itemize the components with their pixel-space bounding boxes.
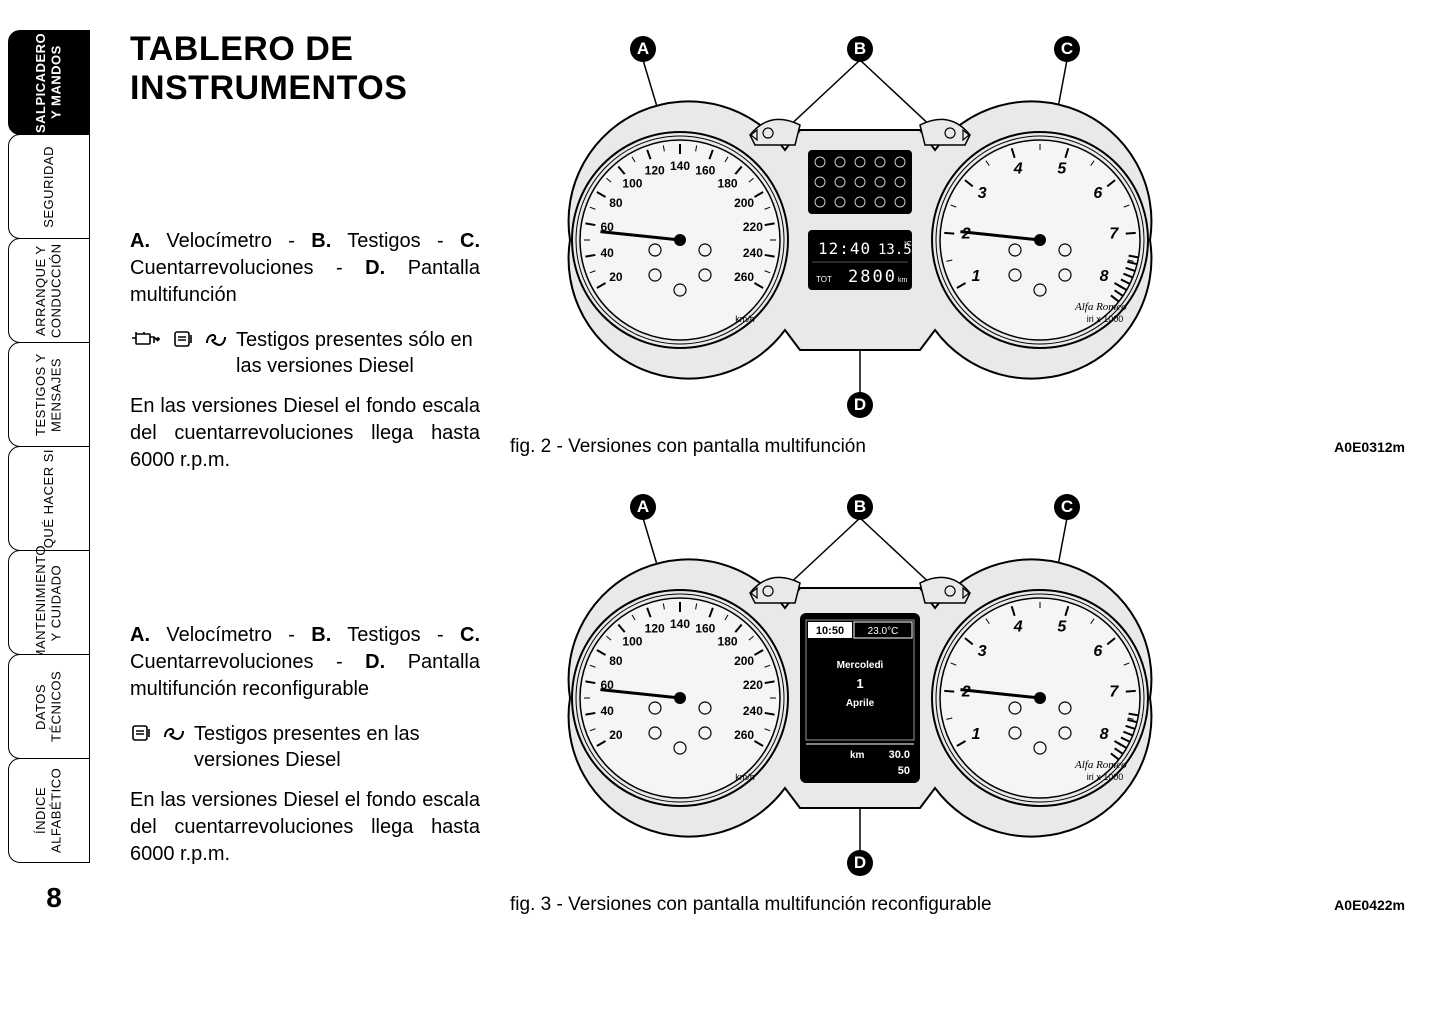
svg-text:160: 160 (695, 163, 715, 177)
svg-text:180: 180 (718, 176, 738, 190)
svg-text:7: 7 (1109, 683, 1119, 700)
svg-text:iri x 1000: iri x 1000 (1087, 772, 1124, 782)
svg-text:1: 1 (971, 726, 980, 743)
callout-c: C (1054, 36, 1080, 62)
svg-text:240: 240 (743, 704, 763, 718)
svg-text:Alfa Romeo: Alfa Romeo (1074, 759, 1127, 771)
svg-text:3: 3 (978, 185, 987, 202)
svg-text:6: 6 (1093, 185, 1102, 202)
svg-text:8: 8 (1100, 268, 1109, 285)
figure-3-code: A0E0422m (1334, 897, 1405, 913)
cluster-fig2: 20406080100120140160180200220240260km/h1… (500, 30, 1220, 430)
tab-mantenimiento[interactable]: MANTENIMIENTO Y CUIDADO (8, 550, 90, 655)
callout-c: C (1054, 494, 1080, 520)
svg-text:220: 220 (743, 220, 763, 234)
svg-text:30.0: 30.0 (889, 749, 910, 761)
svg-text:240: 240 (743, 246, 763, 260)
svg-text:260: 260 (734, 270, 754, 284)
svg-text:iri x 1000: iri x 1000 (1087, 314, 1124, 324)
text-column: TABLERO DE INSTRUMENTOS A. Velocímetro -… (130, 30, 500, 989)
svg-text:40: 40 (600, 246, 614, 260)
diesel-icons-2: Testigos presentes en las versiones Dies… (130, 721, 480, 773)
svg-text:3: 3 (978, 643, 987, 660)
tab-datos[interactable]: DATOS TÉCNICOS (8, 654, 90, 759)
glowplug-icon (204, 329, 230, 349)
legend-1: A. Velocímetro - B. Testigos - C. Cuenta… (130, 228, 480, 309)
tab-indice[interactable]: ÍNDICE ALFABÉTICO (8, 758, 90, 863)
svg-text:8: 8 (1100, 726, 1109, 743)
cluster-fig3: 20406080100120140160180200220240260km/h1… (500, 488, 1220, 888)
svg-text:80: 80 (609, 196, 623, 210)
tab-salpicadero[interactable]: SALPICADERO Y MANDOS (8, 30, 90, 135)
glowplug-icon (162, 723, 188, 743)
svg-text:120: 120 (645, 163, 665, 177)
figure-2-code: A0E0312m (1334, 439, 1405, 455)
svg-text:°C: °C (904, 240, 912, 248)
svg-text:Alfa Romeo: Alfa Romeo (1074, 301, 1127, 313)
svg-text:20: 20 (609, 270, 623, 284)
figures-column: A B C D 20406080100120140160180200220240… (500, 30, 1415, 989)
svg-text:km: km (850, 750, 865, 761)
svg-text:23.0°C: 23.0°C (868, 626, 899, 637)
svg-text:5: 5 (1057, 160, 1067, 177)
diesel-body-2: En las versiones Diesel el fondo escala … (130, 787, 480, 868)
svg-text:4: 4 (1013, 618, 1023, 635)
tab-que-hacer[interactable]: QUÉ HACER SI (8, 446, 90, 551)
page-number: 8 (8, 882, 90, 914)
sidebar-tabs: SALPICADERO Y MANDOS SEGURIDAD ARRANQUE … (0, 0, 90, 1019)
svg-text:1: 1 (856, 676, 863, 691)
svg-text:2800: 2800 (848, 267, 897, 287)
tab-seguridad[interactable]: SEGURIDAD (8, 134, 90, 239)
svg-text:10:50: 10:50 (816, 625, 844, 637)
svg-text:40: 40 (600, 704, 614, 718)
svg-text:1: 1 (971, 268, 980, 285)
svg-text:160: 160 (695, 621, 715, 635)
water-in-fuel-icon (130, 723, 154, 743)
svg-text:7: 7 (1109, 225, 1119, 242)
svg-text:220: 220 (743, 678, 763, 692)
diesel-body-1: En las versiones Diesel el fondo escala … (130, 393, 480, 474)
callout-d: D (847, 850, 873, 876)
svg-text:200: 200 (734, 654, 754, 668)
svg-text:100: 100 (622, 176, 642, 190)
figure-3: A B C D 20406080100120140160180200220240… (500, 488, 1415, 916)
svg-text:TOT: TOT (816, 275, 832, 284)
svg-text:km: km (898, 277, 908, 284)
svg-text:100: 100 (622, 634, 642, 648)
svg-text:140: 140 (670, 159, 690, 173)
svg-text:5: 5 (1057, 618, 1067, 635)
callout-a: A (630, 36, 656, 62)
svg-text:180: 180 (718, 634, 738, 648)
water-in-fuel-icon (172, 329, 196, 349)
tab-testigos[interactable]: TESTIGOS Y MENSAJES (8, 342, 90, 447)
svg-text:12:40: 12:40 (818, 239, 871, 258)
svg-text:Aprile: Aprile (846, 698, 875, 709)
svg-text:140: 140 (670, 617, 690, 631)
svg-text:120: 120 (645, 621, 665, 635)
figure-2-caption: fig. 2 - Versiones con pantalla multifun… (510, 436, 866, 458)
callout-d: D (847, 392, 873, 418)
svg-text:Mercoledì: Mercoledì (837, 660, 884, 671)
svg-text:50: 50 (898, 765, 910, 777)
svg-text:6: 6 (1093, 643, 1102, 660)
figure-2: A B C D 20406080100120140160180200220240… (500, 30, 1415, 458)
svg-text:200: 200 (734, 196, 754, 210)
svg-text:20: 20 (609, 728, 623, 742)
legend-2: A. Velocímetro - B. Testigos - C. Cuenta… (130, 622, 480, 703)
svg-text:260: 260 (734, 728, 754, 742)
callout-b: B (847, 36, 873, 62)
tab-arranque[interactable]: ARRANQUE Y CONDUCCIÓN (8, 238, 90, 343)
engine-icon (130, 329, 164, 349)
page-title: TABLERO DE INSTRUMENTOS (130, 30, 480, 108)
svg-text:km/h: km/h (735, 772, 755, 782)
svg-text:80: 80 (609, 654, 623, 668)
diesel-icons-1: Testigos presentes sólo en las versiones… (130, 327, 480, 379)
svg-text:4: 4 (1013, 160, 1023, 177)
figure-3-caption: fig. 3 - Versiones con pantalla multifun… (510, 894, 992, 916)
callout-b: B (847, 494, 873, 520)
svg-text:km/h: km/h (735, 314, 755, 324)
callout-a: A (630, 494, 656, 520)
